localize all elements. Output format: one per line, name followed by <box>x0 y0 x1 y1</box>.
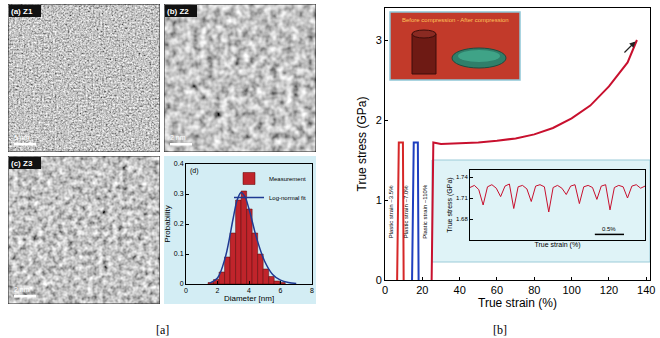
svg-text:0: 0 <box>382 284 388 296</box>
svg-text:2: 2 <box>216 287 220 294</box>
svg-text:[b]: [b] <box>493 323 507 337</box>
svg-text:True stress (GPa): True stress (GPa) <box>355 97 369 192</box>
svg-text:20: 20 <box>416 284 428 296</box>
svg-text:0: 0 <box>180 280 184 287</box>
svg-text:1.71: 1.71 <box>456 195 468 201</box>
svg-text:0.1: 0.1 <box>174 250 184 257</box>
svg-text:True strain (%): True strain (%) <box>534 241 580 249</box>
svg-text:100: 100 <box>562 284 580 296</box>
svg-text:6: 6 <box>279 287 283 294</box>
svg-text:5 nm: 5 nm <box>14 134 30 141</box>
svg-text:80: 80 <box>528 284 540 296</box>
svg-text:1.68: 1.68 <box>456 216 468 222</box>
svg-text:3: 3 <box>376 34 382 46</box>
svg-text:Before compression - After com: Before compression - After compression <box>402 17 509 23</box>
svg-text:0.5%: 0.5% <box>602 226 616 232</box>
svg-text:Diameter [nm]: Diameter [nm] <box>224 294 274 303</box>
svg-text:0: 0 <box>376 274 382 286</box>
svg-text:0.4: 0.4 <box>174 160 184 167</box>
svg-text:Measurement: Measurement <box>269 176 306 182</box>
svg-text:(d): (d) <box>190 167 199 175</box>
svg-text:0.3: 0.3 <box>174 190 184 197</box>
svg-text:[a]: [a] <box>156 323 169 337</box>
svg-text:60: 60 <box>491 284 503 296</box>
svg-text:True stress (GPa): True stress (GPa) <box>446 177 454 232</box>
svg-text:2 nm: 2 nm <box>14 286 30 293</box>
svg-text:0: 0 <box>184 287 188 294</box>
svg-text:140: 140 <box>637 284 655 296</box>
svg-text:40: 40 <box>454 284 466 296</box>
svg-text:Plastic strain ~110%: Plastic strain ~110% <box>422 184 428 239</box>
svg-text:120: 120 <box>600 284 618 296</box>
svg-text:True strain (%): True strain (%) <box>478 296 557 310</box>
svg-text:(c) Z3: (c) Z3 <box>11 159 33 168</box>
svg-text:Plastic strain ~3.5%: Plastic strain ~3.5% <box>388 185 394 239</box>
svg-text:2: 2 <box>376 114 382 126</box>
svg-text:0.2: 0.2 <box>174 220 184 227</box>
svg-text:2 nm: 2 nm <box>170 134 186 141</box>
svg-text:Probability: Probability <box>163 205 172 242</box>
svg-text:(b) Z2: (b) Z2 <box>167 7 189 16</box>
svg-text:1: 1 <box>376 194 382 206</box>
svg-text:(a) Z1: (a) Z1 <box>11 7 33 16</box>
svg-text:8: 8 <box>310 287 314 294</box>
svg-text:Plastic strain ~7.0%: Plastic strain ~7.0% <box>403 185 409 239</box>
svg-text:Log-normal fit: Log-normal fit <box>269 195 306 201</box>
svg-text:1.74: 1.74 <box>456 174 468 180</box>
svg-text:4: 4 <box>247 287 251 294</box>
